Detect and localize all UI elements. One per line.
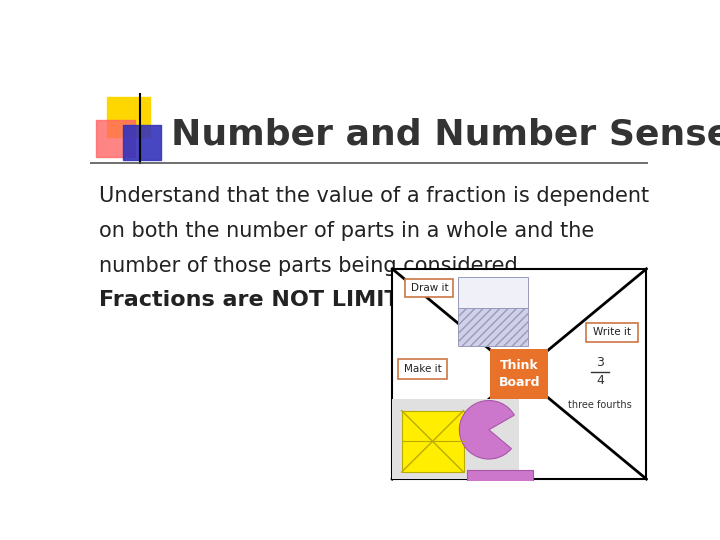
Bar [392, 269, 647, 479]
Bar [392, 399, 519, 479]
Bar [122, 125, 161, 159]
Text: Draw it: Draw it [410, 283, 449, 293]
Text: three fourths: three fourths [568, 400, 632, 410]
Bar [107, 97, 150, 137]
Bar [96, 120, 135, 157]
Bar [458, 276, 528, 308]
Text: 3: 3 [596, 356, 604, 369]
Text: 4: 4 [596, 374, 604, 387]
Text: Fractions are NOT LIMITED.: Fractions are NOT LIMITED. [99, 291, 442, 310]
Bar [467, 488, 541, 502]
Text: Understand that the value of a fraction is dependent: Understand that the value of a fraction … [99, 186, 649, 206]
Wedge shape [459, 401, 514, 459]
FancyBboxPatch shape [586, 323, 638, 342]
Text: Number and Number Sense:: Number and Number Sense: [171, 117, 720, 151]
Text: Write it: Write it [593, 327, 631, 338]
Text: Think
Board: Think Board [498, 359, 540, 389]
Bar [467, 470, 533, 485]
Bar [490, 349, 549, 399]
Bar [402, 410, 464, 472]
Bar [458, 308, 528, 346]
Text: number of those parts being considered.: number of those parts being considered. [99, 256, 525, 276]
FancyBboxPatch shape [397, 359, 447, 379]
Text: Make it: Make it [404, 364, 441, 374]
Text: on both the number of parts in a whole and the: on both the number of parts in a whole a… [99, 221, 595, 241]
FancyBboxPatch shape [405, 279, 454, 298]
